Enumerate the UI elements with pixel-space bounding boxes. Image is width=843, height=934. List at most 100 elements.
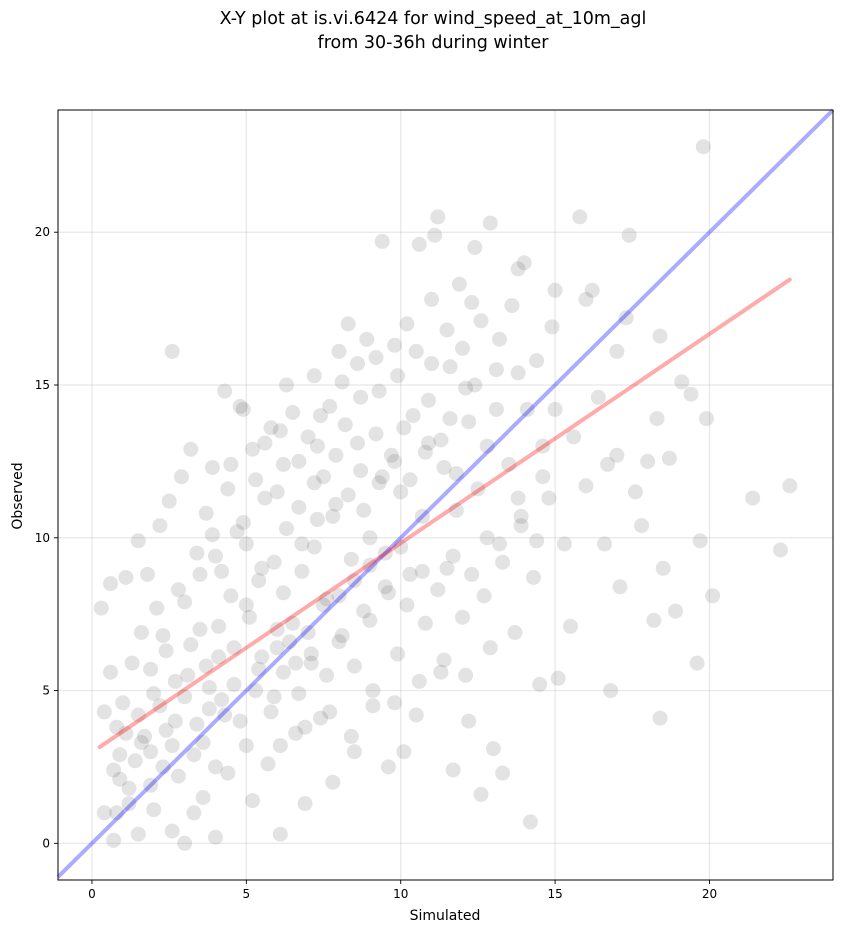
- y-axis: 0 5 10 15 20: [35, 225, 58, 850]
- data-point: [143, 777, 159, 793]
- data-point: [353, 463, 369, 479]
- data-point: [192, 621, 208, 637]
- data-point: [340, 316, 356, 332]
- data-point: [285, 405, 301, 420]
- x-tick-label: 0: [88, 887, 96, 901]
- data-point: [254, 649, 270, 665]
- data-point: [303, 646, 319, 662]
- data-point: [328, 447, 344, 463]
- data-point: [451, 276, 467, 292]
- data-point: [387, 695, 403, 711]
- data-point: [640, 453, 656, 469]
- data-point: [217, 383, 233, 399]
- data-point: [356, 502, 372, 518]
- data-point: [251, 661, 267, 677]
- data-point: [368, 350, 384, 365]
- data-point: [124, 655, 140, 671]
- data-point: [214, 692, 230, 708]
- data-point: [217, 707, 233, 723]
- data-point: [282, 634, 298, 650]
- data-point: [612, 579, 628, 595]
- data-point: [445, 548, 461, 564]
- data-point: [143, 744, 159, 760]
- data-point: [325, 508, 341, 524]
- data-point: [374, 469, 390, 485]
- data-point: [674, 374, 690, 390]
- data-point: [155, 628, 171, 644]
- data-point: [384, 447, 399, 463]
- data-point: [140, 566, 155, 582]
- data-point: [167, 713, 183, 729]
- data-point: [597, 536, 612, 552]
- data-point: [322, 398, 338, 414]
- data-point: [238, 536, 254, 552]
- data-point: [204, 460, 220, 475]
- data-point: [773, 542, 788, 558]
- data-point: [306, 539, 322, 555]
- data-point: [346, 744, 362, 760]
- data-point: [257, 490, 273, 506]
- data-point: [408, 343, 424, 359]
- data-point: [161, 493, 177, 509]
- data-point: [532, 676, 548, 692]
- data-point: [238, 738, 254, 754]
- data-point: [223, 456, 239, 472]
- data-point: [331, 634, 347, 650]
- data-point: [127, 753, 143, 769]
- data-point: [482, 640, 498, 656]
- data-point: [241, 609, 257, 625]
- data-point: [164, 343, 180, 359]
- data-point: [319, 591, 335, 607]
- x-tick-label: 10: [393, 887, 408, 901]
- data-point: [189, 545, 205, 561]
- data-point: [695, 139, 711, 155]
- data-point: [158, 722, 174, 738]
- grid: [58, 110, 833, 880]
- x-axis-label: Simulated: [410, 908, 481, 924]
- data-point: [248, 472, 264, 488]
- data-point: [683, 386, 699, 402]
- data-point: [288, 655, 304, 671]
- data-point: [180, 667, 196, 683]
- data-point: [192, 566, 208, 582]
- data-point: [158, 643, 174, 659]
- data-point: [550, 670, 566, 686]
- data-point: [390, 646, 406, 662]
- data-point: [130, 533, 146, 549]
- data-point: [417, 615, 433, 631]
- y-tick-label: 15: [35, 378, 50, 392]
- data-point: [421, 392, 436, 408]
- data-point: [183, 637, 199, 653]
- x-tick-label: 15: [547, 887, 562, 901]
- data-point: [152, 698, 168, 714]
- data-point: [118, 725, 134, 741]
- data-point: [661, 450, 677, 466]
- data-point: [495, 554, 511, 570]
- data-point: [155, 759, 171, 775]
- data-point: [285, 615, 301, 631]
- data-point: [652, 710, 668, 726]
- data-point: [306, 475, 322, 491]
- data-point: [319, 667, 335, 683]
- data-point: [112, 747, 128, 763]
- data-point: [331, 343, 347, 359]
- data-point: [572, 209, 588, 225]
- data-point: [427, 227, 443, 243]
- data-point: [458, 667, 474, 683]
- data-point: [177, 594, 193, 610]
- data-point: [322, 704, 338, 720]
- data-point: [294, 536, 310, 552]
- data-point: [368, 426, 384, 442]
- data-point: [266, 689, 282, 705]
- data-point: [745, 490, 761, 506]
- data-point: [455, 609, 470, 625]
- data-point: [668, 603, 683, 619]
- data-point: [186, 747, 202, 763]
- data-point: [689, 655, 705, 671]
- data-point: [109, 805, 125, 821]
- data-point: [646, 612, 662, 628]
- data-point: [112, 771, 128, 787]
- data-point: [291, 453, 307, 469]
- data-point: [263, 704, 279, 720]
